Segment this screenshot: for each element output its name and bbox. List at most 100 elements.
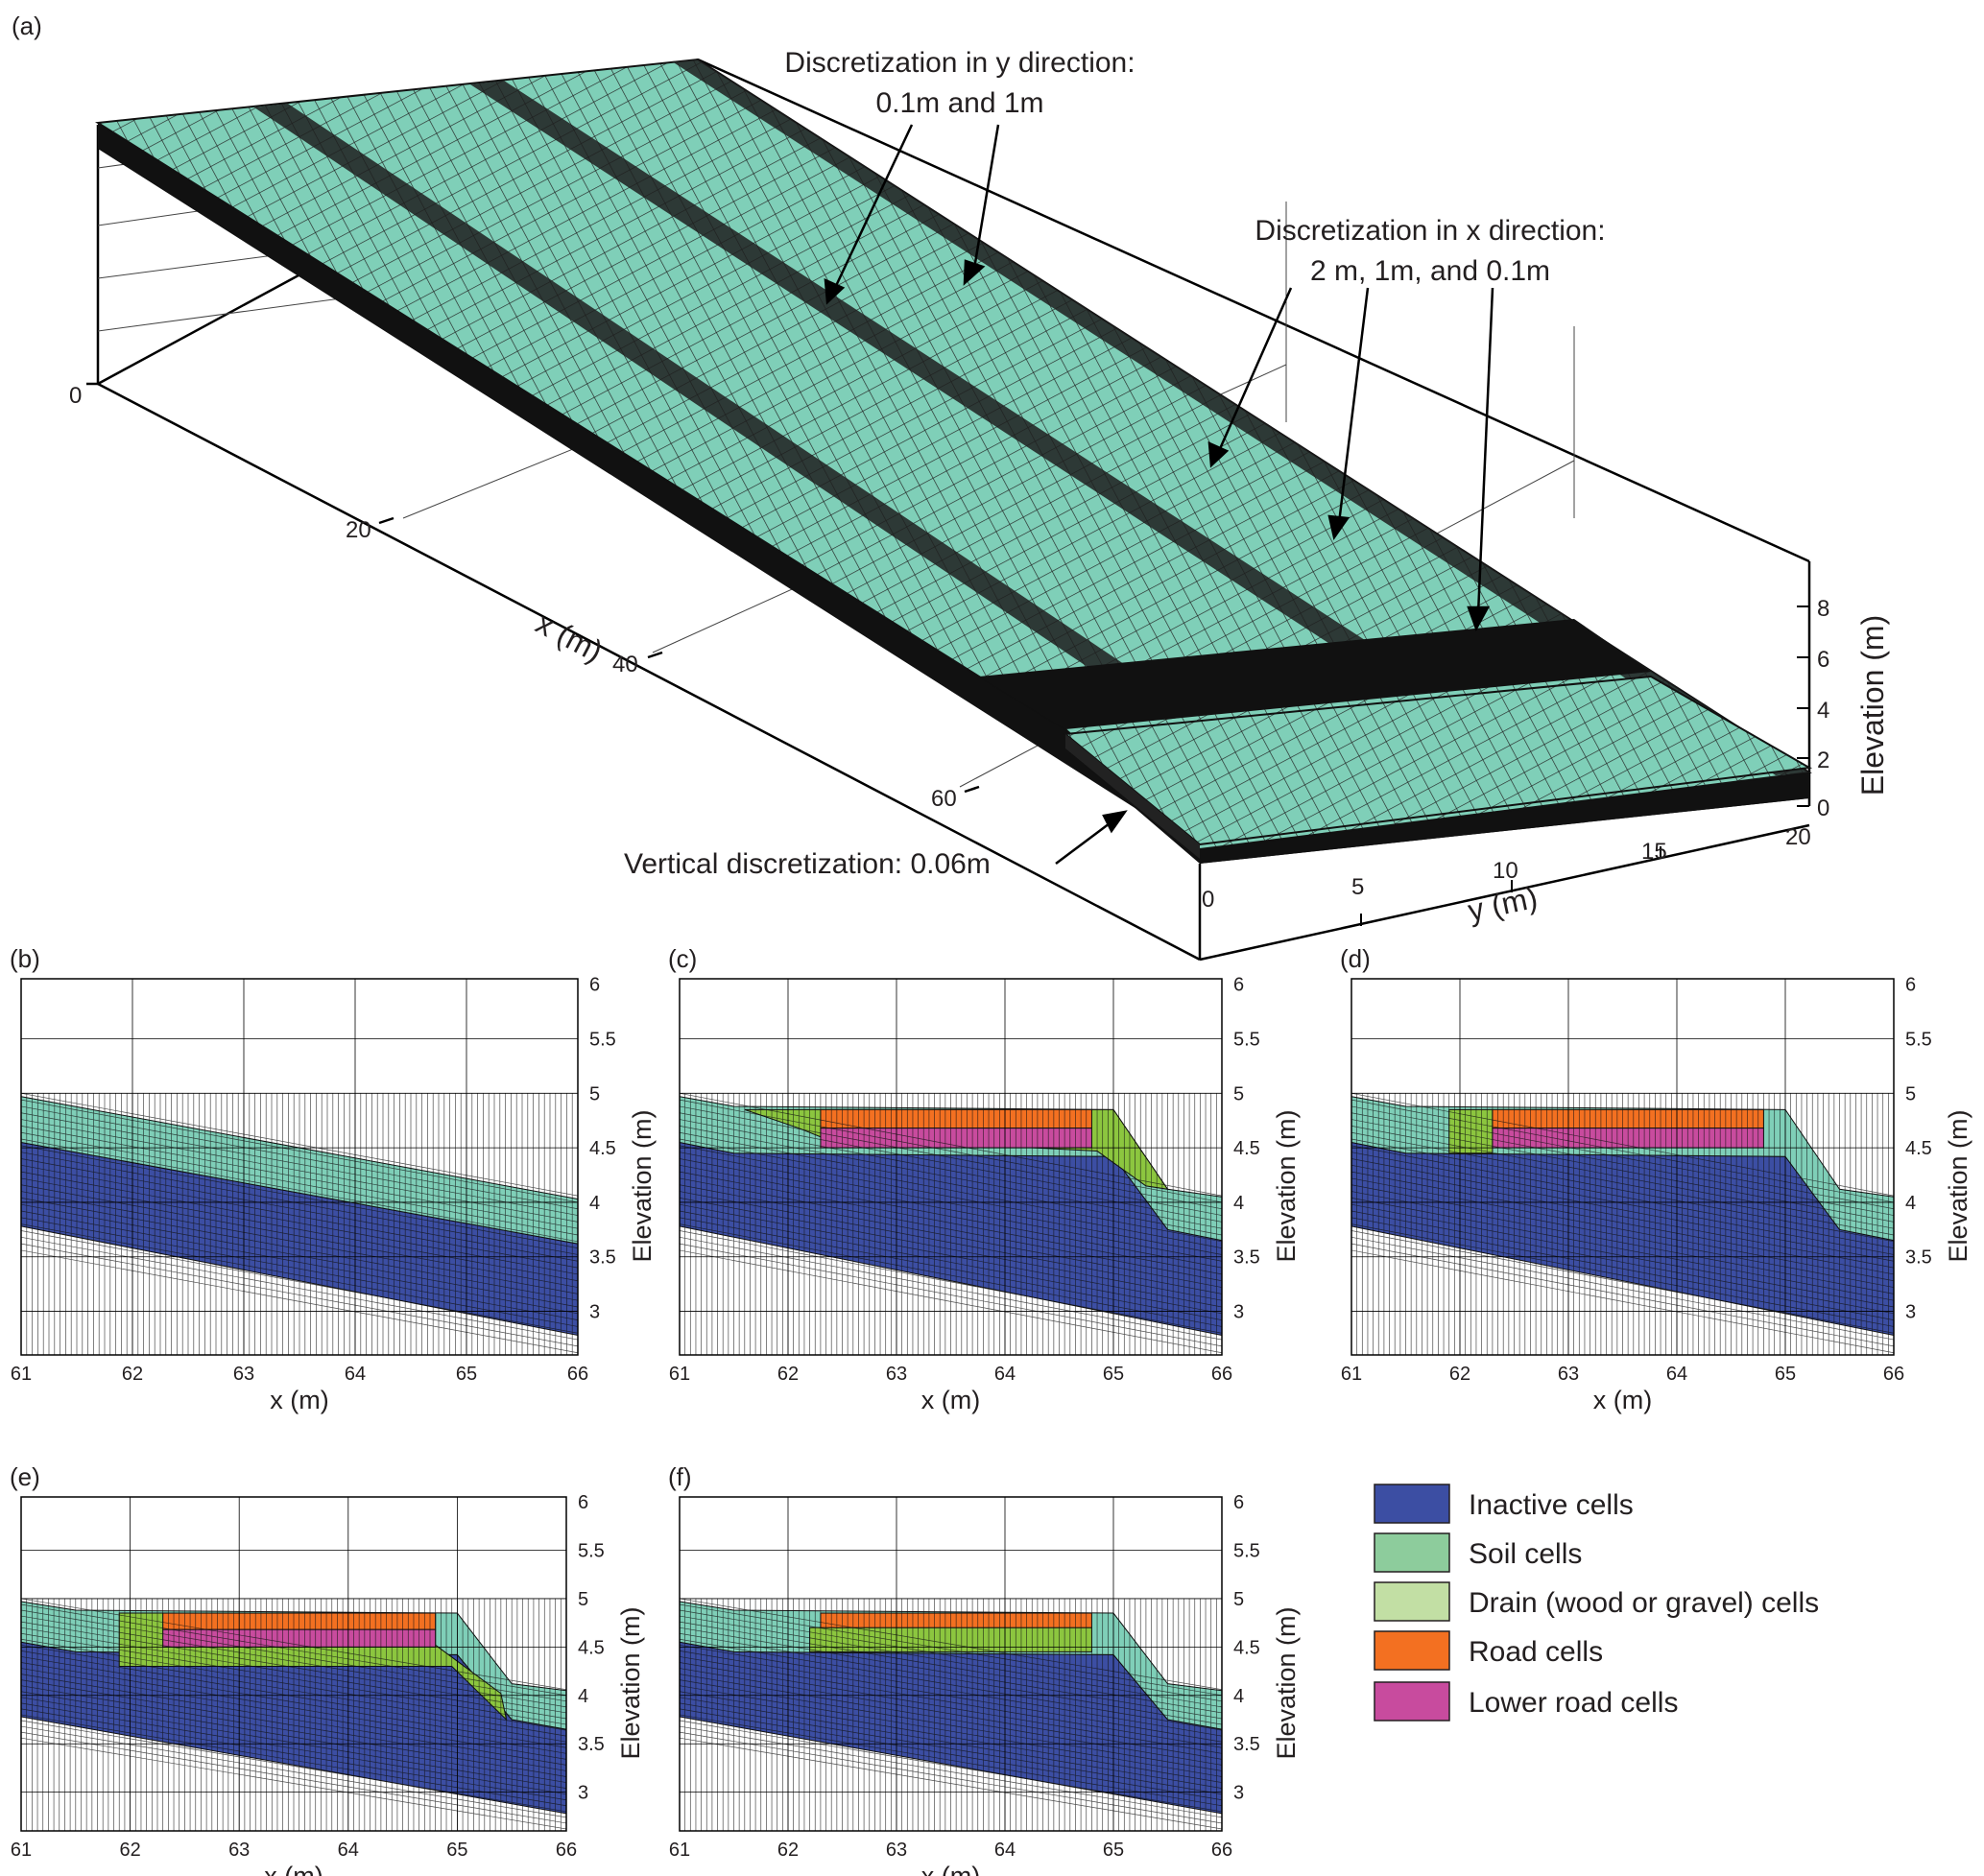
y-tick-label: 3.5 bbox=[1233, 1247, 1260, 1269]
slab-lower-side bbox=[1065, 734, 1200, 859]
panel-letter: (b) bbox=[10, 944, 40, 973]
y-tick-label: 4 bbox=[578, 1686, 588, 1707]
legend-swatch-drain bbox=[1374, 1581, 1450, 1622]
mesh-area bbox=[680, 1598, 1222, 1831]
x-tick-label: 65 bbox=[456, 1364, 477, 1385]
y-axis-label: Elevation (m) bbox=[628, 1109, 657, 1262]
y-tick-15: 15 bbox=[1641, 839, 1667, 865]
z-tick-2: 2 bbox=[1817, 748, 1829, 773]
y-tick-label: 6 bbox=[1233, 975, 1244, 996]
y-tick-label: 4 bbox=[1233, 1686, 1244, 1707]
x-discretization-line2: 2 m, 1m, and 0.1m bbox=[1310, 255, 1550, 287]
y-tick-label: 4.5 bbox=[589, 1138, 616, 1159]
y-tick-label: 6 bbox=[589, 975, 600, 996]
x-axis-label-3d: x (m) bbox=[531, 606, 609, 669]
y-tick-5: 5 bbox=[1351, 874, 1364, 900]
panel-d: (d) 61 62 63 64 65 66 x (m) 3 3.5 4 4.5 5 5.5 6 Elevati… bbox=[1340, 944, 1972, 1414]
x-tick-label: 63 bbox=[1558, 1364, 1579, 1385]
z-axis-label-3d: Elevation (m) bbox=[1855, 615, 1890, 796]
y-discretization-line2: 0.1m and 1m bbox=[875, 87, 1043, 119]
y-tick-label: 5 bbox=[1905, 1083, 1916, 1104]
plot-frame bbox=[1351, 978, 1895, 1356]
y-tick-label: 3 bbox=[1233, 1783, 1244, 1804]
panel-letter: (c) bbox=[668, 944, 697, 973]
panel-f: (f) 61 62 63 64 65 66 x (m) 3 3.5 4 4.5 5 5.5 6 Elevati… bbox=[668, 1462, 1301, 1876]
legend-label-inactive: Inactive cells bbox=[1469, 1489, 1634, 1521]
x-tick-label: 61 bbox=[669, 1364, 690, 1385]
z-tick-8: 8 bbox=[1817, 596, 1829, 622]
x-axis-label: x (m) bbox=[1593, 1386, 1652, 1414]
y-tick-label: 3.5 bbox=[589, 1247, 616, 1269]
panel-letter-a: (a) bbox=[12, 12, 42, 40]
legend-swatch-lower-road bbox=[1374, 1681, 1450, 1722]
x-axis-label: x (m) bbox=[921, 1386, 980, 1414]
dark-band-2 bbox=[470, 81, 1406, 672]
legend-item-soil: Soil cells bbox=[1374, 1532, 1582, 1573]
legend-item-road: Road cells bbox=[1374, 1630, 1603, 1671]
legend-label-road: Road cells bbox=[1469, 1636, 1603, 1668]
plot-frame bbox=[20, 978, 579, 1356]
x-tick-label: 63 bbox=[228, 1840, 250, 1861]
x-tick-label: 64 bbox=[345, 1364, 366, 1385]
panel-c: (c) 61 62 63 64 65 66 x (m) 3 3.5 4 4.5 5 5.5 6 Elevati… bbox=[668, 944, 1301, 1414]
cross-section-panels: (b)61 62 63 64 65 66x (m)33.544.555.56Elevati… bbox=[10, 944, 1972, 1876]
x-axis-label: x (m) bbox=[270, 1386, 328, 1414]
x-tick-20: 20 bbox=[346, 517, 371, 543]
plot-grid bbox=[680, 979, 1222, 1355]
plot-frame bbox=[20, 1496, 567, 1832]
mesh-lines bbox=[21, 1092, 578, 1355]
x-tick-label: 66 bbox=[1211, 1840, 1232, 1861]
x-tick-label: 64 bbox=[994, 1840, 1016, 1861]
legend-swatch-inactive bbox=[1374, 1484, 1450, 1524]
x-tick-label: 61 bbox=[11, 1364, 32, 1385]
legend-swatch-road bbox=[1374, 1630, 1450, 1671]
x-tick-label: 62 bbox=[777, 1364, 799, 1385]
x-axis-label: x (m) bbox=[921, 1862, 980, 1876]
y-tick-label: 5.5 bbox=[1905, 1029, 1932, 1050]
y-tick-label: 6 bbox=[1233, 1492, 1244, 1513]
x-tick-label: 66 bbox=[567, 1364, 588, 1385]
mesh-lines bbox=[680, 1092, 1222, 1355]
mesh-lines bbox=[1351, 1092, 1894, 1355]
mesh-area bbox=[680, 1092, 1222, 1355]
y-tick-label: 5 bbox=[589, 1083, 600, 1104]
slab-lower-step bbox=[1063, 675, 1813, 846]
x-tick-label: 65 bbox=[1103, 1364, 1124, 1385]
plot-frame bbox=[679, 1496, 1223, 1832]
x-tick-label: 62 bbox=[1449, 1364, 1470, 1385]
y-tick-label: 4 bbox=[1233, 1193, 1244, 1214]
y-tick-label: 4 bbox=[1905, 1193, 1916, 1214]
mesh-lines bbox=[21, 1598, 566, 1831]
x-tick-label: 65 bbox=[1103, 1840, 1124, 1861]
x-tick-label: 66 bbox=[1883, 1364, 1904, 1385]
y-tick-label: 3.5 bbox=[578, 1734, 605, 1755]
plot-grid bbox=[21, 1497, 566, 1831]
panel-b: (b) 61 62 63 64 65 66 x (m) 3 3.5 4 4.5 5 5.5 6 Elevati… bbox=[10, 944, 657, 1414]
x-discretization-line1: Discretization in x direction: bbox=[1255, 215, 1605, 247]
panel-a-z-ticks bbox=[1797, 606, 1809, 807]
legend-item-lower-road: Lower road cells bbox=[1374, 1681, 1678, 1722]
annotation-arrows bbox=[824, 124, 1494, 865]
y-tick-label: 4 bbox=[589, 1193, 600, 1214]
y-tick-label: 5.5 bbox=[1233, 1540, 1260, 1561]
legend-swatch-soil bbox=[1374, 1532, 1450, 1573]
x-tick-label: 64 bbox=[338, 1840, 359, 1861]
y-tick-label: 6 bbox=[578, 1492, 588, 1513]
panel-letter: (d) bbox=[1340, 944, 1371, 973]
y-tick-label: 4.5 bbox=[578, 1637, 605, 1658]
y-tick-label: 5.5 bbox=[1233, 1029, 1260, 1050]
plot-grid bbox=[1351, 979, 1894, 1355]
legend: Inactive cells Soil cells Drain (wood or… bbox=[1374, 1484, 1819, 1722]
mesh-area bbox=[21, 1598, 566, 1831]
y-tick-label: 6 bbox=[1905, 975, 1916, 996]
x-tick-label: 65 bbox=[446, 1840, 467, 1861]
y-tick-label: 4.5 bbox=[1905, 1138, 1932, 1159]
y-axis-label: Elevation (m) bbox=[1944, 1109, 1972, 1262]
dark-band-1 bbox=[254, 104, 1200, 720]
y-tick-label: 5 bbox=[1233, 1589, 1244, 1610]
panel-a: (a) bbox=[12, 12, 1890, 962]
y-tick-label: 3 bbox=[1233, 1302, 1244, 1323]
x-tick-label: 66 bbox=[1211, 1364, 1232, 1385]
y-axis-label-3d: y (m) bbox=[1465, 880, 1541, 928]
